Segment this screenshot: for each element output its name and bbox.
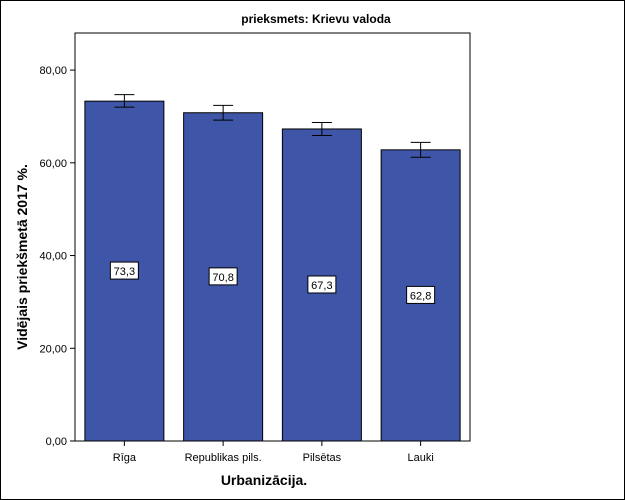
x-tick-label: Republikas pils. bbox=[185, 452, 262, 464]
data-label-box bbox=[208, 267, 238, 286]
x-axis-label: Urbanizācija. bbox=[221, 472, 307, 488]
x-tick-label: Pilsētas bbox=[303, 452, 342, 464]
data-label: 70,8 bbox=[212, 272, 233, 284]
data-label: 67,3 bbox=[311, 280, 332, 292]
data-label-box bbox=[109, 261, 139, 280]
y-tick-label: 40,00 bbox=[39, 251, 67, 263]
bars: 73,3 70,8 67,3 62,8 bbox=[84, 94, 461, 442]
y-axis-label: Vidējais priekšmetā 2017 %. bbox=[14, 164, 30, 350]
y-tick-label: 0,00 bbox=[46, 436, 67, 448]
y-tick-label: 20,00 bbox=[39, 343, 67, 355]
data-label: 62,8 bbox=[410, 290, 431, 302]
y-tick-label: 60,00 bbox=[39, 158, 67, 170]
y-axis: 0,00 20,00 40,00 60,00 80,00 bbox=[39, 65, 75, 448]
data-label-box bbox=[307, 275, 337, 294]
y-tick-label: 80,00 bbox=[39, 65, 67, 77]
x-tick-label: Lauki bbox=[407, 452, 433, 464]
chart-title: prieksmets: Krievu valoda bbox=[241, 12, 391, 26]
data-label-box bbox=[406, 285, 436, 304]
x-tick-label: Rīga bbox=[113, 452, 137, 464]
x-axis: Rīga Republikas pils. Pilsētas Lauki bbox=[113, 441, 434, 464]
data-label: 73,3 bbox=[114, 266, 135, 278]
